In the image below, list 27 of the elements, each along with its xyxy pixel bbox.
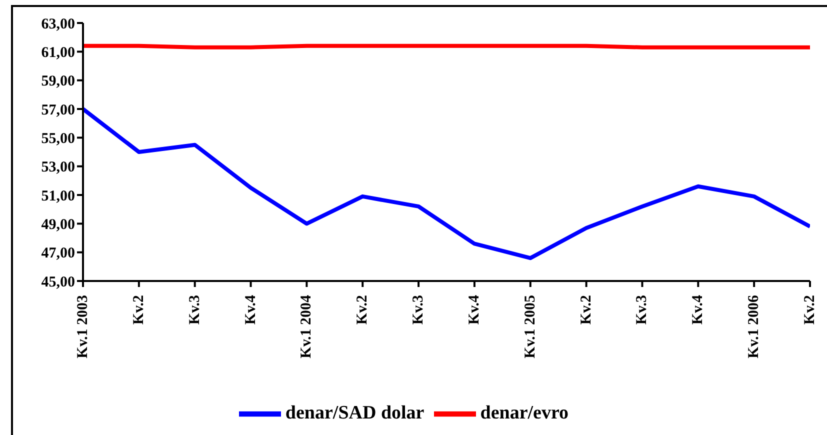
x-tick-label: Kv.1 2006 [746, 294, 762, 358]
x-tick-label: Kv.4 [466, 294, 482, 325]
y-tick-label: 47,00 [41, 246, 75, 262]
y-tick-label: 63,00 [41, 16, 75, 32]
y-tick-label: 57,00 [41, 102, 75, 118]
x-tick-label: Kv.2 [130, 295, 147, 325]
x-tick-label: Kv.2 [578, 295, 594, 325]
x-tick-label: Kv.3 [410, 295, 427, 325]
legend-label: denar/evro [480, 402, 569, 424]
x-tick-label: Kv.1 2005 [522, 295, 538, 358]
y-tick-label: 49,00 [41, 216, 75, 233]
x-tick-label: Kv.2 [802, 295, 818, 325]
y-tick-label: 45,00 [41, 274, 75, 290]
y-tick-label: 53,00 [41, 160, 75, 176]
x-tick-label: Kv.1 2003 [75, 295, 91, 358]
x-tick-label: Kv.4 [242, 294, 259, 325]
x-tick-label: Kv.3 [634, 295, 650, 325]
x-tick-label: Kv.4 [690, 294, 706, 325]
y-tick-label: 59,00 [41, 74, 75, 90]
y-tick-label: 61,00 [41, 44, 75, 61]
legend-label: denar/SAD dolar [285, 402, 424, 424]
x-tick-label: Kv.1 2004 [298, 294, 315, 358]
x-tick-label: Kv.2 [354, 295, 371, 325]
line-series [83, 107, 810, 260]
y-tick-label: 55,00 [41, 130, 75, 147]
x-tick-label: Kv.3 [186, 295, 203, 325]
y-tick-label: 51,00 [41, 188, 75, 204]
